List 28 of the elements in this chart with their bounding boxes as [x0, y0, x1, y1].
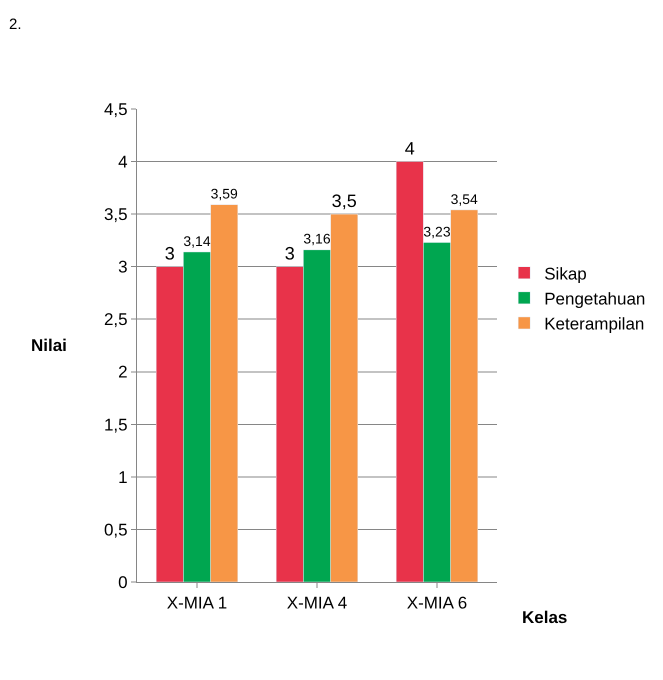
data-label: 3,14 — [183, 232, 211, 249]
legend-label: Sikap — [544, 264, 587, 284]
y-tick-label: 1 — [118, 468, 128, 487]
legend-label: Pengetahuan — [544, 289, 646, 308]
data-label: 3,23 — [423, 223, 451, 240]
y-tick-label: 3 — [118, 258, 128, 277]
data-label: 3,59 — [210, 186, 238, 202]
data-label: 3 — [284, 244, 295, 264]
data-label: 3,5 — [332, 191, 357, 212]
x-tick-label: X-MIA 4 — [286, 593, 348, 612]
x-axis-title: Kelas — [522, 608, 568, 627]
legend-label: Keterampilan — [544, 314, 644, 334]
text: 2. — [9, 16, 22, 33]
y-tick-label: 2 — [118, 362, 128, 382]
y-axis-title: Nilai — [31, 336, 67, 355]
x-tick-label: X-MIA 1 — [166, 593, 228, 612]
data-label: 3,16 — [303, 230, 331, 247]
x-tick-label: X-MIA 6 — [406, 593, 468, 612]
y-tick-label: 4 — [118, 152, 128, 172]
data-label: 4 — [404, 138, 415, 159]
y-tick-label: 1,5 — [104, 415, 128, 434]
y-tick-label: 0 — [118, 572, 128, 592]
data-label: 3 — [164, 244, 175, 264]
y-tick-label: 3,5 — [104, 205, 128, 224]
y-tick-label: 4,5 — [104, 100, 128, 119]
data-label: 3,54 — [450, 190, 478, 207]
y-tick-label: 2,5 — [104, 310, 128, 330]
y-tick-label: 0,5 — [104, 520, 128, 540]
